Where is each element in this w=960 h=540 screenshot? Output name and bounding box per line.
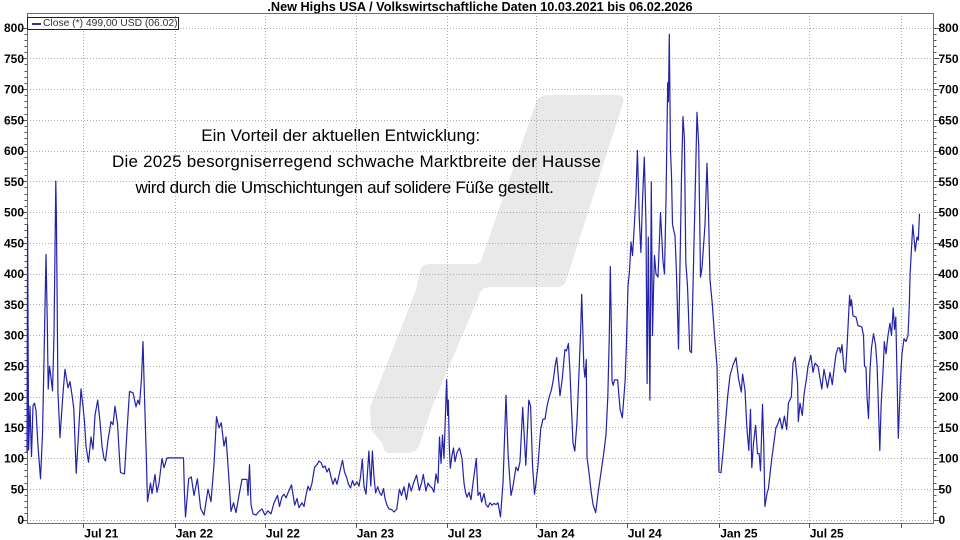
svg-text:Jul 23: Jul 23 (448, 527, 482, 540)
svg-text:150: 150 (939, 421, 959, 435)
svg-text:100: 100 (939, 452, 959, 466)
svg-text:800: 800 (4, 21, 24, 35)
svg-text:500: 500 (939, 206, 959, 220)
svg-text:Jan 25: Jan 25 (720, 527, 758, 540)
svg-text:200: 200 (4, 390, 24, 404)
svg-text:50: 50 (11, 482, 25, 496)
svg-text:400: 400 (4, 267, 24, 281)
svg-text:Jul 21: Jul 21 (84, 527, 118, 540)
svg-text:600: 600 (939, 144, 959, 158)
svg-text:550: 550 (939, 175, 959, 189)
svg-text:750: 750 (4, 52, 24, 66)
svg-text:250: 250 (939, 359, 959, 373)
svg-text:550: 550 (4, 175, 24, 189)
svg-text:500: 500 (4, 206, 24, 220)
svg-text:150: 150 (4, 421, 24, 435)
svg-text:50: 50 (939, 482, 953, 496)
svg-text:400: 400 (939, 267, 959, 281)
svg-text:800: 800 (939, 21, 959, 35)
svg-text:350: 350 (4, 298, 24, 312)
svg-text:450: 450 (4, 236, 24, 250)
svg-text:Jul 22: Jul 22 (266, 527, 300, 540)
svg-text:750: 750 (939, 52, 959, 66)
svg-text:Jan 23: Jan 23 (357, 527, 395, 540)
svg-text:0: 0 (17, 513, 24, 527)
svg-text:650: 650 (939, 113, 959, 127)
svg-text:Jan 22: Jan 22 (176, 527, 214, 540)
svg-text:600: 600 (4, 144, 24, 158)
svg-text:450: 450 (939, 236, 959, 250)
svg-text:200: 200 (939, 390, 959, 404)
svg-text:100: 100 (4, 452, 24, 466)
svg-text:Jul 24: Jul 24 (628, 527, 662, 540)
svg-text:250: 250 (4, 359, 24, 373)
svg-text:Jul 25: Jul 25 (810, 527, 844, 540)
svg-text:Jan 24: Jan 24 (537, 527, 575, 540)
svg-text:700: 700 (4, 83, 24, 97)
svg-text:650: 650 (4, 113, 24, 127)
svg-text:300: 300 (939, 329, 959, 343)
svg-text:0: 0 (939, 513, 946, 527)
svg-text:700: 700 (939, 83, 959, 97)
svg-text:350: 350 (939, 298, 959, 312)
svg-text:300: 300 (4, 329, 24, 343)
